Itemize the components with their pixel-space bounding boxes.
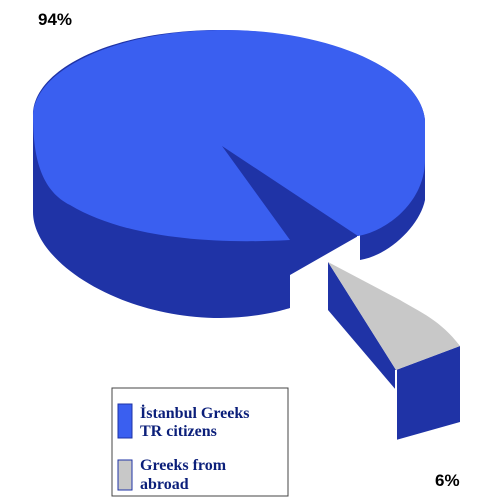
legend: İstanbul Greeks TR citizens Greeks from … [111, 387, 289, 497]
slice-greeks-from-abroad [328, 262, 460, 440]
slice-istanbul-greeks [33, 30, 425, 318]
legend-swatch-greeks-from-abroad [117, 459, 133, 491]
legend-swatch-istanbul-greeks [117, 403, 133, 439]
legend-label-greeks-from-abroad-line2: abroad [140, 476, 189, 493]
slice-greeks-from-abroad-side [328, 262, 460, 440]
slice-istanbul-greeks-top [33, 30, 425, 242]
slice-greeks-from-abroad-top [328, 262, 460, 370]
legend-label-greeks-from-abroad-line1: Greeks from [140, 457, 227, 474]
legend-box [111, 387, 289, 497]
data-label-94: 94% [38, 10, 72, 29]
legend-label-istanbul-greeks-line1: İstanbul Greeks [140, 403, 250, 422]
legend-label-istanbul-greeks-line2: TR citizens [140, 423, 217, 440]
data-label-6: 6% [435, 471, 460, 490]
